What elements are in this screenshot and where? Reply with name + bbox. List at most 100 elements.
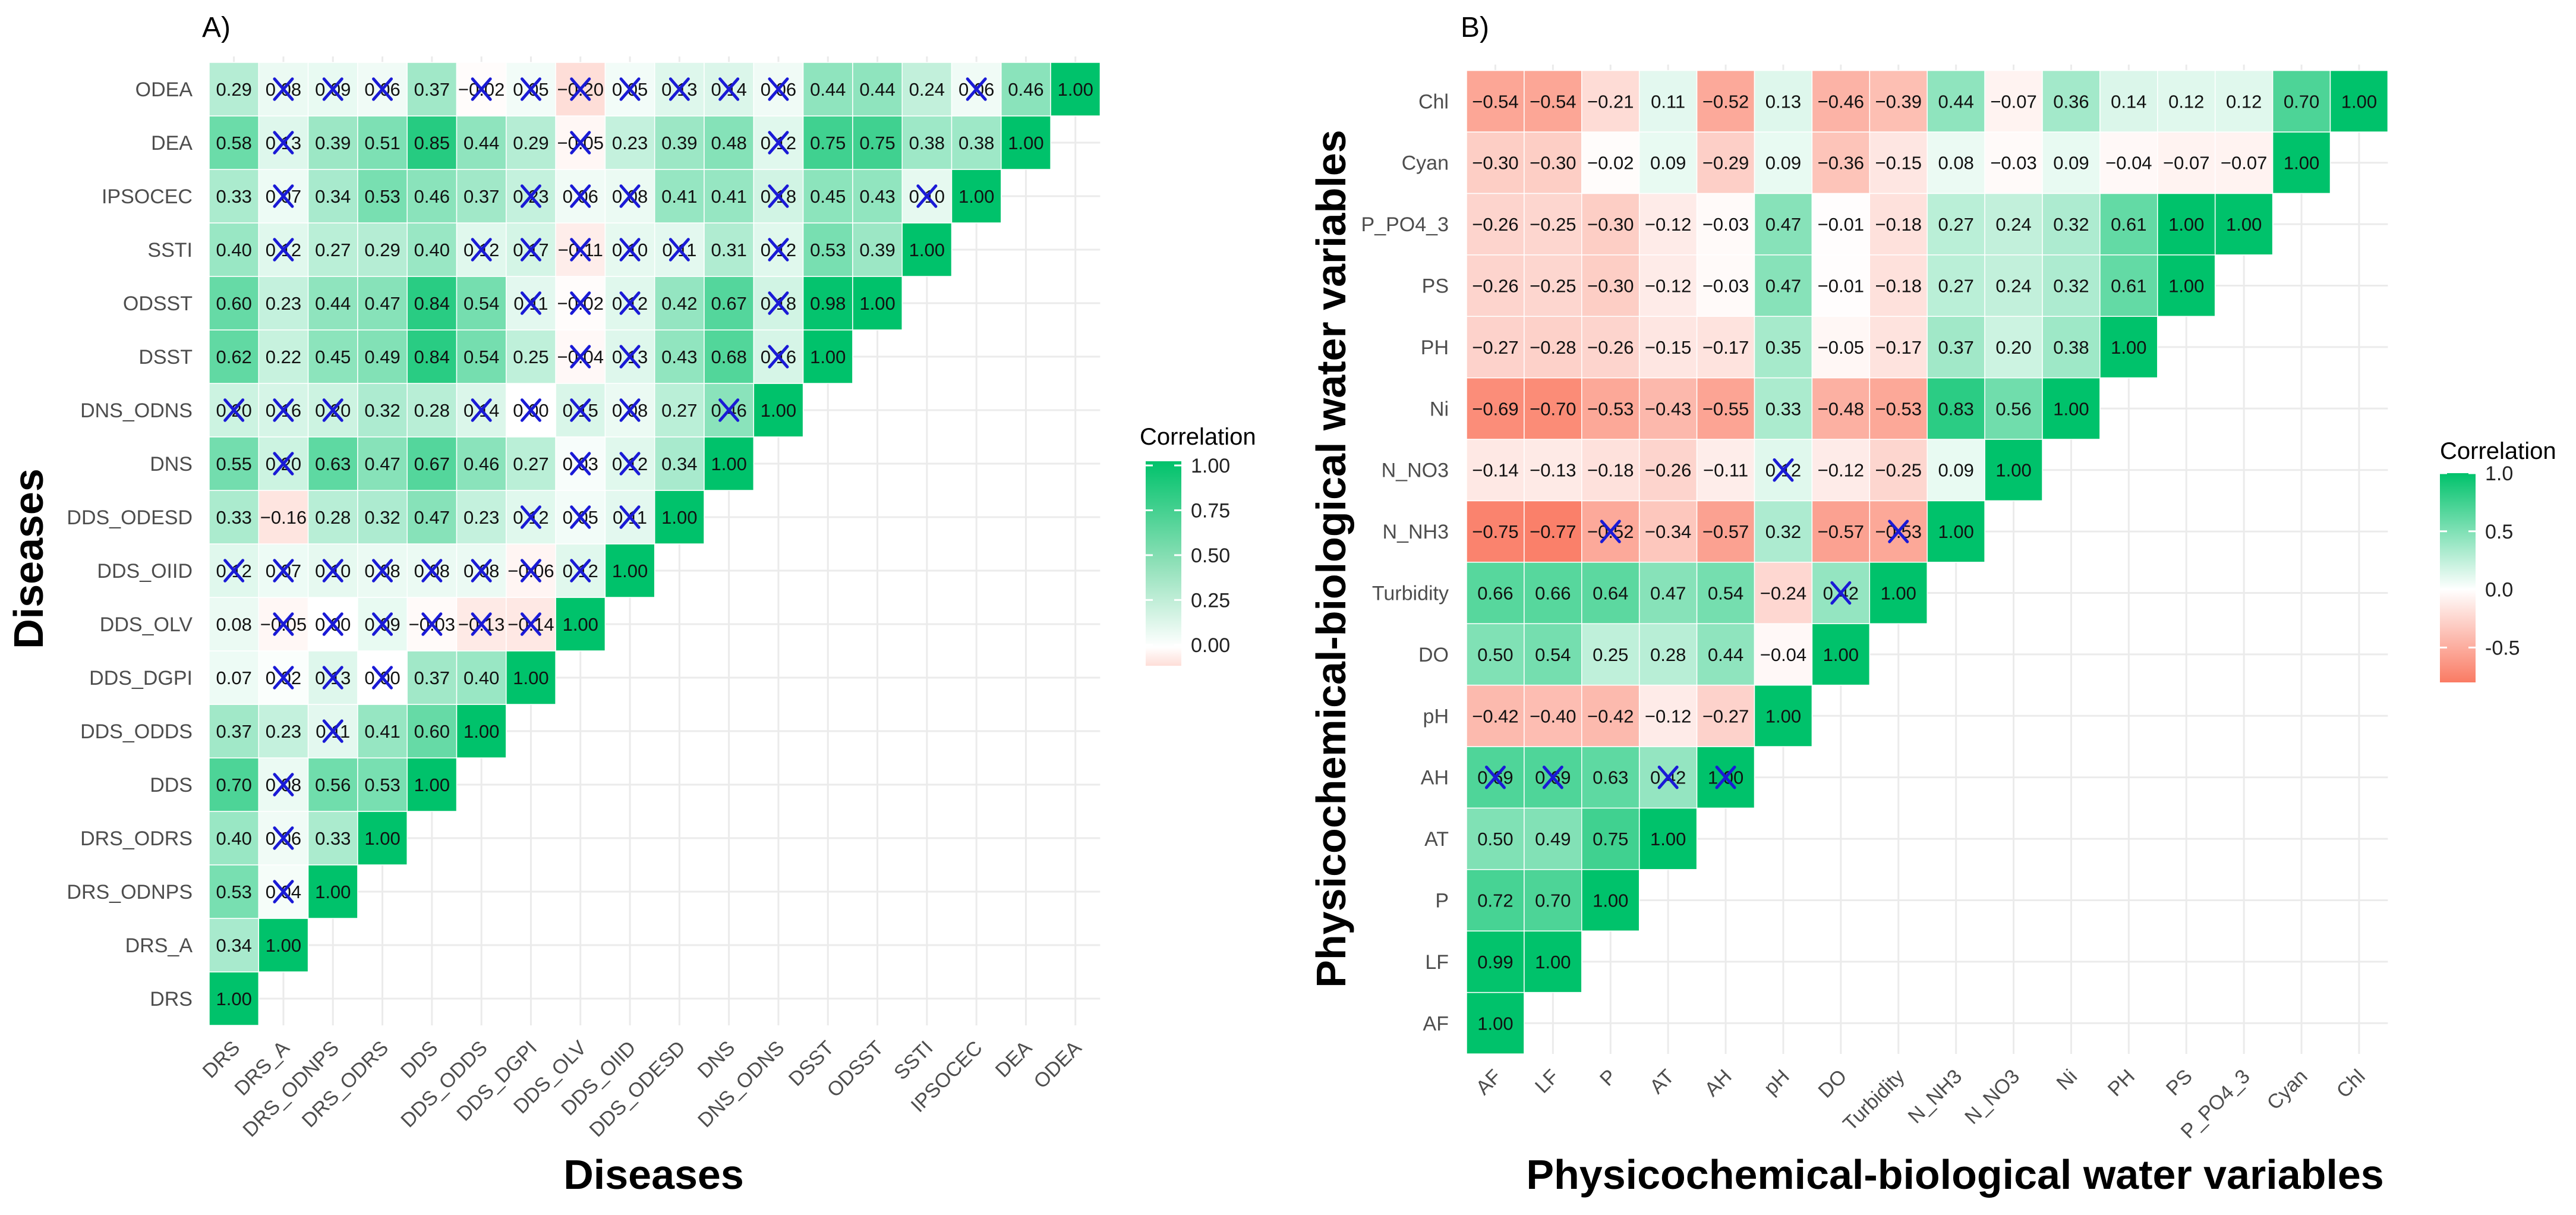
cell-fill [1927,316,1985,379]
heatmap-cell: 1.00 [209,971,260,1026]
cell-value-label: 0.84 [414,347,450,367]
heatmap-cell: 0.64 [1581,562,1640,624]
heatmap-cell: 0.08 [1927,131,1985,194]
cell-value-label: 1.00 [1535,952,1571,972]
cell-fill [1524,316,1582,379]
heatmap-cell: 0.18 [753,276,804,330]
y-tick-label: IPSOCEC [102,185,193,208]
legend-tick-label: 0.00 [1191,634,1230,657]
cell-fill [506,650,556,705]
heatmap-cell: 1.00 [753,383,804,437]
cell-fill [704,169,755,224]
heatmap-cell: 0.69 [1524,746,1582,809]
cell-value-label: 0.39 [859,240,895,260]
heatmap-cell: 0.20 [258,436,309,491]
heatmap-cell: 0.12 [753,115,804,170]
cell-fill [2099,70,2158,133]
cell-value-label: −0.29 [1702,153,1749,174]
heatmap-cell: 0.18 [753,169,804,224]
insignificant-cross-icon [718,398,740,422]
heatmap-cell: −0.07 [1984,70,2043,133]
cell-fill [1638,439,1698,502]
cell-value-label: −0.03 [1990,153,2036,174]
cell-value-label: −0.54 [1530,91,1576,112]
panel-a-legend-ticks: 1.00 0.75 0.50 0.25 0.00 [1146,455,1230,657]
cell-fill [852,276,903,330]
heatmap-cell: 1.00 [1638,807,1698,870]
insignificant-cross-icon [1773,458,1794,482]
cell-value-label: 0.44 [464,133,499,153]
heatmap-cell: 0.08 [357,543,408,598]
cell-value-label: −0.11 [1703,460,1748,481]
heatmap-cell: 0.08 [604,383,655,437]
cell-value-label: 0.75 [859,133,895,153]
heatmap-cell: 0.32 [2042,193,2101,256]
heatmap-cell: 0.07 [209,650,260,705]
cell-value-label: −0.40 [1530,706,1576,726]
x-tick-label: AH [1700,1065,1736,1101]
heatmap-cell: 0.54 [456,329,507,384]
cell-fill [456,276,507,330]
heatmap-cell: −0.55 [1696,377,1755,440]
heatmap-cell: 0.23 [258,276,309,330]
heatmap-cell: 0.33 [307,811,358,865]
heatmap-cell: 0.06 [357,62,408,117]
heatmap-cell: −0.69 [1466,377,1525,440]
cell-value-label: 0.33 [216,507,251,528]
cell-fill [1466,500,1525,563]
heatmap-cell: 0.48 [704,115,755,170]
heatmap-cell: 0.42 [1811,562,1871,624]
cell-fill [209,918,260,972]
cell-value-label: 0.47 [1650,583,1686,604]
cell-value-label: 0.32 [2053,214,2089,235]
cell-value-label: 0.32 [1765,521,1801,542]
heatmap-cell: −0.46 [1811,70,1871,133]
insignificant-cross-icon [273,773,294,797]
cell-value-label: 1.00 [2168,214,2204,235]
heatmap-cell: 1.00 [2157,254,2216,317]
cell-fill [258,329,309,384]
cell-value-label: 0.60 [414,721,450,742]
cell-value-label: 1.00 [1938,521,1973,542]
x-tick-label: DNS_ODNS [693,1037,789,1132]
cell-value-label: −0.18 [1875,276,1922,297]
cell-fill [1696,316,1755,379]
x-tick-label: Turbidity [1839,1065,1909,1135]
y-tick-label: DNS_ODNS [80,399,193,422]
heatmap-cell: −0.26 [1581,316,1640,379]
cell-value-label: −0.39 [1875,91,1922,112]
heatmap-cell: 0.02 [258,650,309,705]
cell-fill [258,704,309,758]
insignificant-cross-icon [570,77,591,101]
heatmap-cell: 0.40 [456,650,507,705]
insignificant-cross-icon [273,666,294,690]
insignificant-cross-icon [669,77,690,101]
cell-value-label: −0.25 [1530,276,1576,297]
cell-fill [802,115,853,170]
heatmap-cell: 0.53 [357,169,408,224]
insignificant-cross-icon [471,398,492,422]
cell-value-label: 0.44 [1708,644,1743,665]
cell-value-label: −0.07 [1990,91,2036,112]
y-tick-label: DDS_ODESD [67,506,193,529]
cell-fill [555,543,606,598]
heatmap-cell: 0.34 [307,169,358,224]
cell-value-label: 1.00 [661,507,697,528]
heatmap-cell: −0.25 [1869,439,1928,502]
heatmap-cell: 0.14 [704,62,755,117]
heatmap-cell: −0.52 [1696,70,1755,133]
cell-value-label: 0.38 [958,133,994,153]
cell-fill [1984,131,2043,194]
cell-value-label: 0.33 [315,828,351,849]
insignificant-cross-icon [619,345,641,369]
heatmap-cell: 0.12 [2157,70,2216,133]
cell-fill [2272,131,2331,194]
heatmap-cell: −0.18 [1581,439,1640,502]
cell-fill [1524,377,1582,440]
cell-value-label: 0.08 [216,614,251,635]
heatmap-cell: 0.13 [604,329,655,384]
heatmap-cell: −0.77 [1524,500,1582,563]
heatmap-cell: 0.12 [2214,70,2274,133]
cell-value-label: 0.49 [364,347,400,367]
